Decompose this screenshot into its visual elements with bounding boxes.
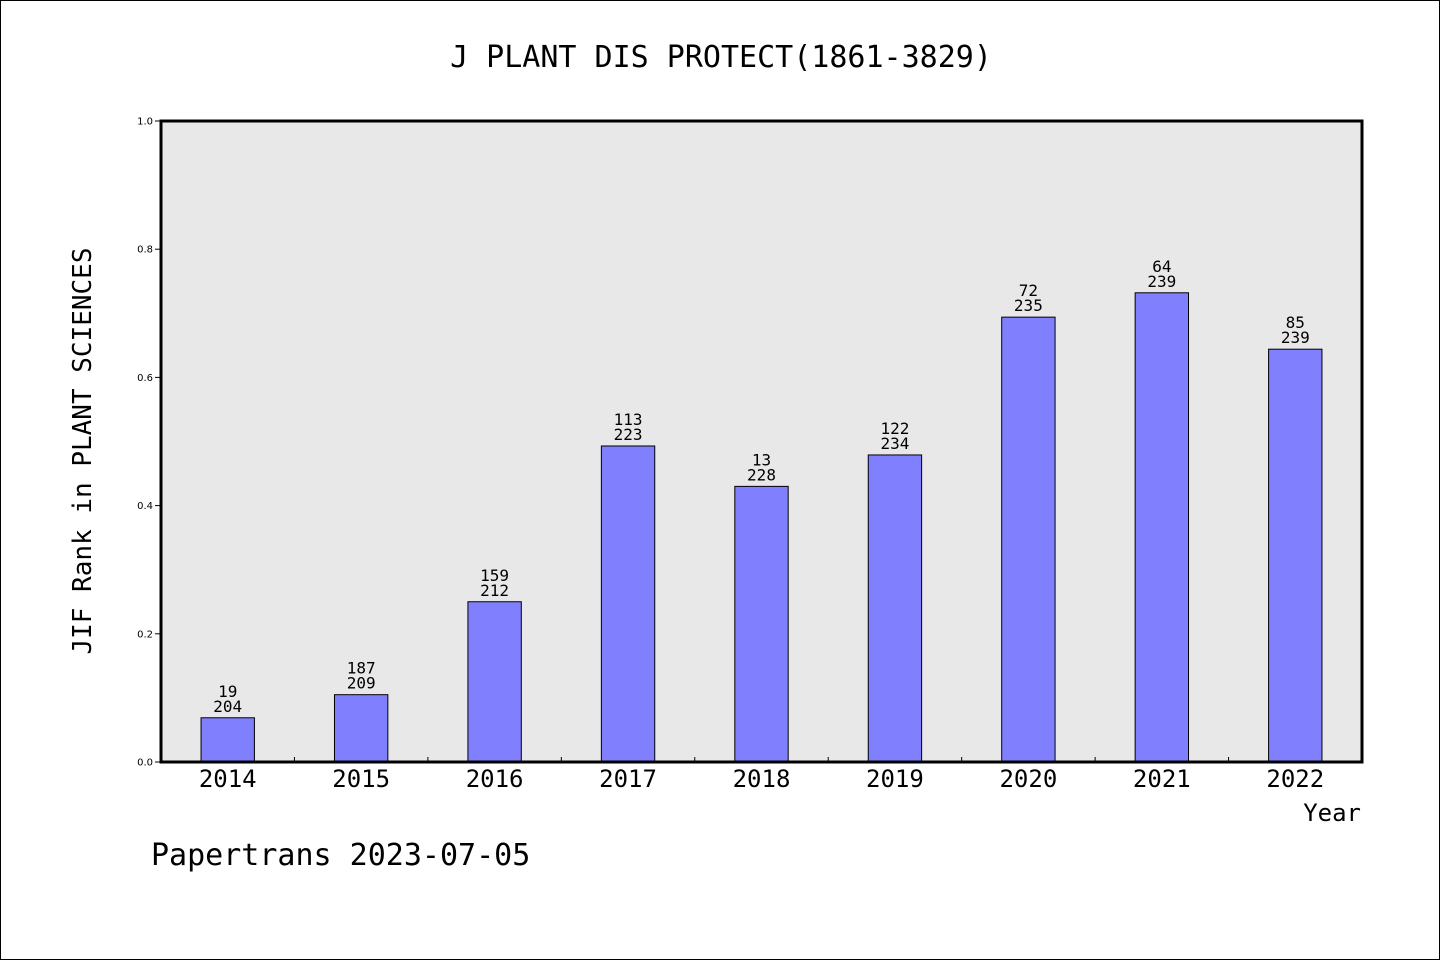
- bar-total-label: 223: [614, 425, 643, 444]
- bar-2017: [600, 445, 656, 763]
- bar-2019: [867, 454, 923, 763]
- y-tick-label: 0.8: [137, 245, 153, 256]
- bar-total-label: 234: [880, 434, 909, 453]
- x-tick-label: 2018: [733, 765, 791, 793]
- bar-total-label: 239: [1281, 328, 1310, 347]
- bar-total-label: 204: [213, 697, 242, 716]
- bar-total-label: 235: [1014, 296, 1043, 315]
- x-axis-ticks: 2014 2015 2016 2017 2018 2019 2020 2021 2022: [199, 757, 1324, 793]
- x-tick-label: 2019: [866, 765, 924, 793]
- footer-text: Papertrans 2023-07-05: [151, 838, 530, 873]
- y-tick-label: 1.0: [137, 117, 153, 128]
- bars: [200, 292, 1323, 763]
- y-tick-label: 0.2: [137, 629, 153, 640]
- bar-total-label: 228: [747, 465, 776, 484]
- bar-2018: [734, 485, 789, 763]
- bar-2016: [467, 601, 522, 763]
- y-tick-label: 0.4: [137, 501, 153, 512]
- bar-2022: [1268, 348, 1323, 763]
- x-tick-label: 2016: [466, 765, 524, 793]
- x-tick-label: 2021: [1133, 765, 1191, 793]
- bar-rank-label: 64: [1152, 257, 1171, 276]
- y-tick-label: 0.0: [137, 758, 153, 769]
- x-tick-label: 2017: [599, 765, 657, 793]
- y-axis-label: JIF Rank in PLANT SCIENCES: [68, 248, 98, 655]
- bar-rank-label: 187: [347, 659, 376, 678]
- bar-total-label: 212: [480, 581, 509, 600]
- x-tick-label: 2015: [332, 765, 390, 793]
- bar-2015: [333, 694, 389, 763]
- bar-total-label: 209: [347, 674, 376, 693]
- bar-rank-label: 85: [1286, 313, 1305, 332]
- bar-rank-label: 19: [218, 682, 237, 701]
- x-axis-label: Year: [1303, 799, 1361, 827]
- x-tick-label: 2020: [999, 765, 1057, 793]
- bar-2014: [200, 717, 255, 763]
- bar-rank-label: 159: [480, 566, 509, 585]
- bar-rank-label: 72: [1019, 281, 1038, 300]
- bar-rank-label: 113: [614, 410, 643, 429]
- plot-border: [159, 119, 1364, 764]
- chart-title: J PLANT DIS PROTECT(1861-3829): [450, 40, 992, 75]
- x-tick-label: 2022: [1266, 765, 1324, 793]
- bar-rank-label: 13: [752, 450, 771, 469]
- bar-rank-label: 122: [880, 419, 909, 438]
- y-axis-ticks: 0.0 0.2 0.4 0.6 0.8 1.0: [137, 117, 161, 769]
- y-tick-label: 0.6: [137, 373, 153, 384]
- x-tick-label: 2014: [199, 765, 257, 793]
- bar-total-label: 239: [1147, 272, 1176, 291]
- bar-2021: [1134, 292, 1190, 763]
- bar-2020: [1001, 316, 1056, 763]
